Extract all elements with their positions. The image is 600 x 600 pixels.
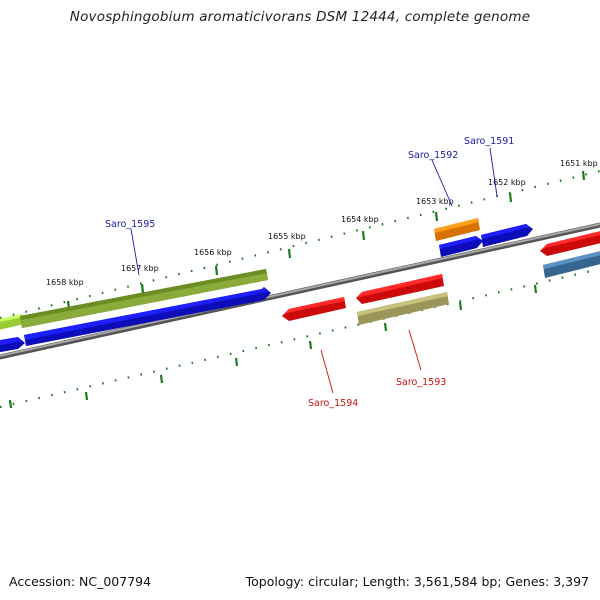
tick-1656 [214,265,219,276]
major-ticks [66,170,586,311]
tick-1651 [581,170,586,181]
gene-feature-saro-1595[interactable] [24,287,271,346]
gene-feature-blue-left[interactable] [0,337,25,353]
leader-saro-1593 [408,329,422,371]
kbp-label: 1652 kbp [488,178,526,187]
map-title: Novosphingobium aromaticivorans DSM 1244… [69,9,531,25]
genome-summary-text: Topology: circular; Length: 3,561,584 bp… [245,574,589,589]
tick-1654 [361,230,366,241]
lower-tick-d [308,340,313,350]
kbp-label: 1654 kbp [341,215,379,224]
gene-feature-saro-1593[interactable] [357,292,449,325]
kbp-label: 1653 kbp [416,197,454,206]
lower-tick-a [533,284,538,294]
lower-major-ticks [8,284,538,409]
gene-label-saro-1594[interactable]: Saro_1594 [308,398,358,409]
lower-tick-b [458,301,463,311]
kbp-label: 1658 kbp [46,278,84,287]
leader-saro-1592 [431,159,453,207]
gene-feature-lime[interactable] [0,314,24,331]
tick-1657 [140,283,145,294]
gene-label-saro-1591[interactable]: Saro_1591 [464,136,514,147]
gene-label-saro-1592[interactable]: Saro_1592 [408,150,458,161]
tick-1655 [287,248,292,259]
gene-feature-saro-1591[interactable] [481,224,533,247]
lower-tick-g [84,391,89,401]
tick-1652 [508,192,513,203]
lower-tick-e [234,357,239,367]
gene-feature-red-right[interactable] [540,230,600,256]
leader-saro-1595 [130,228,140,276]
gene-feature-steelblue-right[interactable] [543,250,600,278]
tick-1653 [434,211,439,222]
lower-tick-h [8,399,13,409]
lower-tick-c [383,322,388,332]
kbp-label: 1651 kbp [560,159,598,168]
lower-tick-f [159,374,164,384]
leader-saro-1591 [489,147,498,197]
gene-label-leaders [130,147,498,394]
kbp-label: 1655 kbp [268,232,306,241]
kbp-label: 1656 kbp [194,248,232,257]
accession-text: Accession: NC_007794 [9,574,152,589]
leader-saro-1594 [320,349,334,394]
gene-label-saro-1595[interactable]: Saro_1595 [105,219,155,230]
gene-feature-blue-small[interactable] [439,236,483,257]
gene-feature-olive[interactable] [20,269,268,328]
gene-feature-red-mid[interactable] [356,274,444,304]
genome-backbone-highlight [0,223,600,357]
gene-feature-saro-1592[interactable] [434,218,480,241]
gene-label-saro-1593[interactable]: Saro_1593 [396,377,446,388]
gene-feature-saro-1594[interactable] [282,297,346,321]
kbp-label: 1657 kbp [121,264,159,273]
